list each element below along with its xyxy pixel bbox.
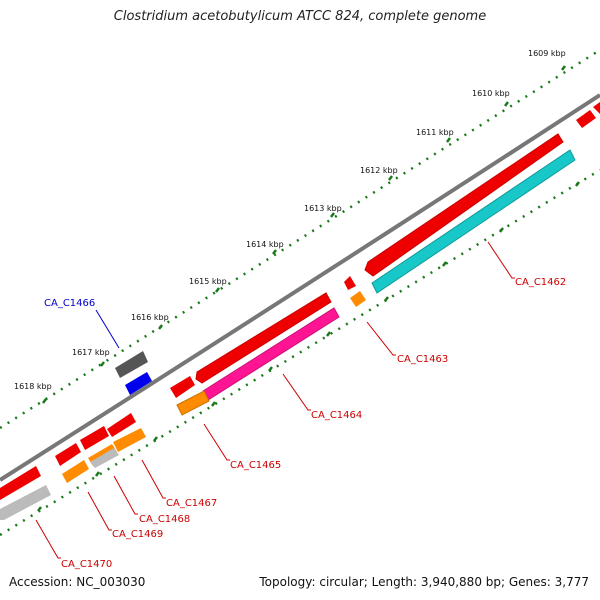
gene-feature-red[interactable] [170,376,195,398]
gene-feature-lightgray[interactable] [0,485,51,520]
major-tick [504,101,509,107]
gene-feature-magenta[interactable] [202,307,340,401]
major-tick [499,227,504,233]
gene-label-ca-c1463[interactable]: CA_C1463 [397,354,448,365]
genome-backbone [0,93,600,482]
gene-feature-lightgray[interactable] [90,448,119,468]
gene-label-ca-c1467[interactable]: CA_C1467 [166,498,217,509]
major-tick [272,249,277,255]
major-tick [446,137,451,143]
gene-feature-red[interactable] [593,102,600,114]
kbp-label: 1616 kbp [131,313,169,322]
major-tick [100,361,105,367]
kbp-label: 1617 kbp [72,348,110,357]
gene-feature-red[interactable] [576,110,596,128]
major-tick [442,261,447,267]
gene-feature-red[interactable] [344,276,356,290]
outer-tick-row [0,48,600,430]
gene-label-ca-c1468[interactable]: CA_C1468 [139,514,190,525]
major-tick [158,324,163,330]
major-tick [388,175,393,181]
leader-line [95,309,120,349]
major-tick [42,398,47,404]
gene-feature-orange[interactable] [62,460,89,483]
kbp-label: 1611 kbp [416,128,454,137]
major-tick [575,181,580,187]
kbp-label: 1609 kbp [528,49,566,58]
major-tick [95,471,100,477]
leader-line [87,491,112,531]
kbp-label: 1615 kbp [189,277,227,286]
gene-feature-orange[interactable] [350,291,366,307]
gene-feature-red[interactable] [107,413,136,437]
leader-line [141,459,166,499]
gene-feature-orange[interactable] [113,428,146,452]
major-tick [153,436,158,442]
kbp-label: 1610 kbp [472,89,510,98]
gene-feature-red[interactable] [364,133,564,277]
major-tick [215,287,220,293]
genome-stats-text: Topology: circular; Length: 3,940,880 bp… [259,575,589,589]
major-tick [211,401,216,407]
gene-label-ca-c1469[interactable]: CA_C1469 [112,529,163,540]
major-tick [326,331,331,337]
major-tick [268,366,273,372]
leader-line [35,519,61,559]
leader-line [487,241,515,279]
major-tick [384,296,389,302]
kbp-label: 1613 kbp [304,204,342,213]
gene-feature-blue[interactable] [125,372,152,395]
leader-line [282,373,311,411]
gene-feature-red[interactable] [55,443,81,466]
accession-text: Accession: NC_003030 [9,575,146,589]
major-tick [37,506,42,512]
gene-feature-red[interactable] [195,292,332,384]
gene-label-ca-c1462[interactable]: CA_C1462 [515,277,566,288]
kbp-label: 1614 kbp [246,240,284,249]
genome-title: Clostridium acetobutylicum ATCC 824, com… [113,9,487,24]
kbp-label: 1618 kbp [14,382,52,391]
kbp-label: 1612 kbp [360,166,398,175]
gene-feature-orange[interactable] [176,390,210,416]
major-tick [330,212,335,218]
gene-label-ca-c1470[interactable]: CA_C1470 [61,559,112,570]
gene-label-ca-c1466[interactable]: CA_C1466 [44,298,95,309]
leader-line [366,321,396,356]
leader-line [203,423,230,461]
gene-feature-cyan[interactable] [371,149,576,294]
gene-label-ca-c1464[interactable]: CA_C1464 [311,410,362,421]
gene-feature-red[interactable] [80,426,109,450]
gene-feature-red[interactable] [0,466,41,500]
gene-feature-gray[interactable] [115,351,148,378]
major-tick [561,65,566,71]
leader-line [113,475,138,515]
gene-label-ca-c1465[interactable]: CA_C1465 [230,460,281,471]
